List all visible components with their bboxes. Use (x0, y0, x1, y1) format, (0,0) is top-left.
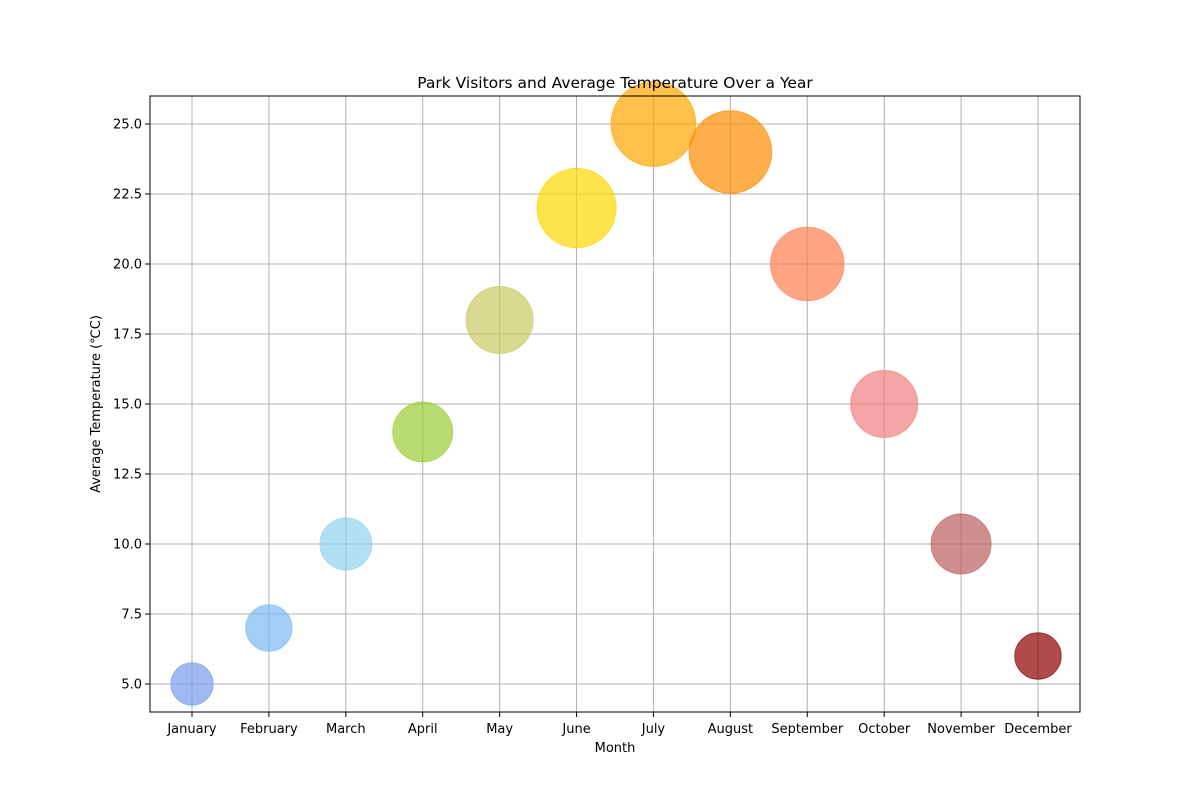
bubble-september (770, 226, 845, 302)
x-tick-label: June (561, 722, 590, 737)
x-tick-label: February (240, 722, 298, 737)
bubble-august (688, 110, 773, 194)
bubble-july (610, 81, 697, 167)
x-axis-label: Month (595, 741, 636, 756)
chart-title: Park Visitors and Average Temperature Ov… (417, 74, 813, 92)
bubble-february (245, 604, 293, 652)
y-tick-label: 15.0 (113, 398, 142, 413)
bubble-january (170, 662, 214, 706)
bubble-june (536, 167, 617, 249)
x-tick-label: April (408, 722, 438, 737)
y-tick-label: 5.0 (121, 678, 142, 693)
x-tick-label: January (166, 722, 217, 737)
bubble-may (465, 286, 534, 354)
y-tick-label: 20.0 (113, 258, 142, 273)
bubble-december (1014, 632, 1062, 680)
x-tick-label: December (1004, 722, 1072, 737)
bubble-october (850, 370, 919, 438)
y-tick-label: 12.5 (113, 468, 142, 483)
x-tick-label: September (771, 722, 844, 737)
x-tick-label: November (927, 722, 995, 737)
y-tick-label: 17.5 (113, 328, 142, 343)
x-tick-label: May (486, 722, 513, 737)
x-tick-label: August (708, 722, 754, 737)
y-axis-ticks: 5.0 7.5 10.0 12.5 15.0 17.5 20.0 22.5 25.0 (113, 118, 150, 693)
bubble-november (930, 513, 992, 575)
x-axis-ticks: January February March April May June July Augu… (166, 712, 1072, 737)
x-tick-label: July (641, 722, 666, 737)
bubble-april (392, 401, 454, 463)
y-tick-label: 10.0 (113, 538, 142, 553)
y-axis-label: Average Temperature (℃C) (89, 315, 104, 493)
bubble-march (319, 517, 373, 571)
y-tick-label: 25.0 (113, 118, 142, 133)
y-tick-label: 7.5 (121, 608, 142, 623)
x-tick-label: March (326, 722, 366, 737)
bubble-series (170, 81, 1062, 706)
y-tick-label: 22.5 (113, 188, 142, 203)
x-tick-label: October (858, 722, 911, 737)
